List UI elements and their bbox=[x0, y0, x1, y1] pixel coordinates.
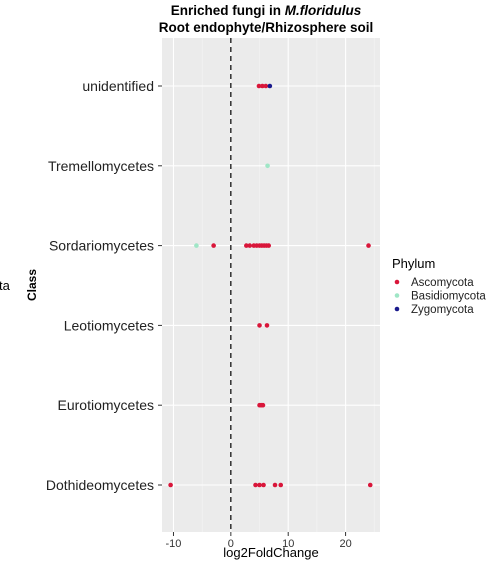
legend-label-ascomycota: Ascomycota bbox=[411, 277, 474, 289]
plot-panel bbox=[162, 38, 380, 532]
y-tick-labels: Dothideomycetes Eurotiomycetes Leotiomycet… bbox=[46, 78, 154, 493]
data-point-zygomycota bbox=[267, 83, 273, 89]
data-point-ascomycota bbox=[260, 83, 265, 89]
legend-label-zygomycota: Zygomycota bbox=[411, 304, 474, 316]
x-tick-label: 0 bbox=[228, 538, 234, 550]
data-point-ascomycota bbox=[366, 243, 371, 248]
chart-title: Enriched fungi in M.floridulus bbox=[171, 3, 362, 18]
data-point-ascomycota bbox=[278, 482, 284, 488]
x-tick-label: 20 bbox=[339, 538, 351, 550]
legend-title: Phylum bbox=[392, 256, 435, 271]
legend-label-basidiomycota: Basidiomycota bbox=[411, 291, 486, 303]
y-axis-title-clipped: ta bbox=[0, 278, 11, 293]
data-point-ascomycota bbox=[263, 83, 269, 89]
data-point-ascomycota bbox=[211, 243, 216, 248]
x-tick-label: 10 bbox=[282, 538, 294, 550]
x-tick-label: -10 bbox=[166, 538, 182, 550]
data-point-ascomycota bbox=[257, 323, 262, 328]
legend-key-zygomycota bbox=[394, 306, 400, 312]
chart-title-prefix: Enriched fungi in bbox=[171, 3, 285, 18]
y-tick-label: Leotiomycetes bbox=[64, 317, 154, 333]
y-tick-label: Dothideomycetes bbox=[46, 477, 154, 493]
y-tick-label: Sordariomycetes bbox=[49, 238, 154, 254]
y-ticks bbox=[158, 85, 162, 486]
data-point-ascomycota bbox=[257, 482, 262, 488]
data-point-ascomycota bbox=[256, 83, 262, 89]
data-point-ascomycota bbox=[253, 482, 258, 488]
data-point-ascomycota bbox=[272, 482, 278, 488]
x-tick-labels: -10 0 10 20 bbox=[166, 538, 352, 550]
legend-key-ascomycota bbox=[394, 279, 400, 285]
x-axis-title: log2FoldChange bbox=[223, 545, 318, 560]
data-point-ascomycota bbox=[367, 482, 373, 488]
chart-subtitle: Root endophyte/Rhizosphere soil bbox=[159, 20, 374, 35]
data-point-ascomycota bbox=[244, 243, 249, 248]
data-point-ascomycota bbox=[261, 482, 266, 488]
data-point-ascomycota bbox=[247, 243, 253, 248]
y-axis-title: Class bbox=[25, 269, 39, 301]
data-points bbox=[168, 83, 373, 488]
chart-title-species: M.floridulus bbox=[285, 3, 362, 18]
data-point-ascomycota bbox=[266, 243, 272, 248]
y-tick-label: Tremellomycetes bbox=[48, 158, 154, 174]
x-ticks bbox=[172, 532, 347, 536]
y-tick-label: unidentified bbox=[82, 78, 154, 94]
data-point-basidiomycota bbox=[194, 243, 199, 248]
data-point-ascomycota bbox=[168, 482, 173, 488]
legend-key-basidiomycota bbox=[394, 293, 400, 298]
data-point-ascomycota bbox=[264, 323, 270, 328]
data-point-ascomycota bbox=[260, 402, 266, 408]
y-tick-label: Eurotiomycetes bbox=[58, 397, 154, 413]
data-point-basidiomycota bbox=[265, 163, 270, 169]
